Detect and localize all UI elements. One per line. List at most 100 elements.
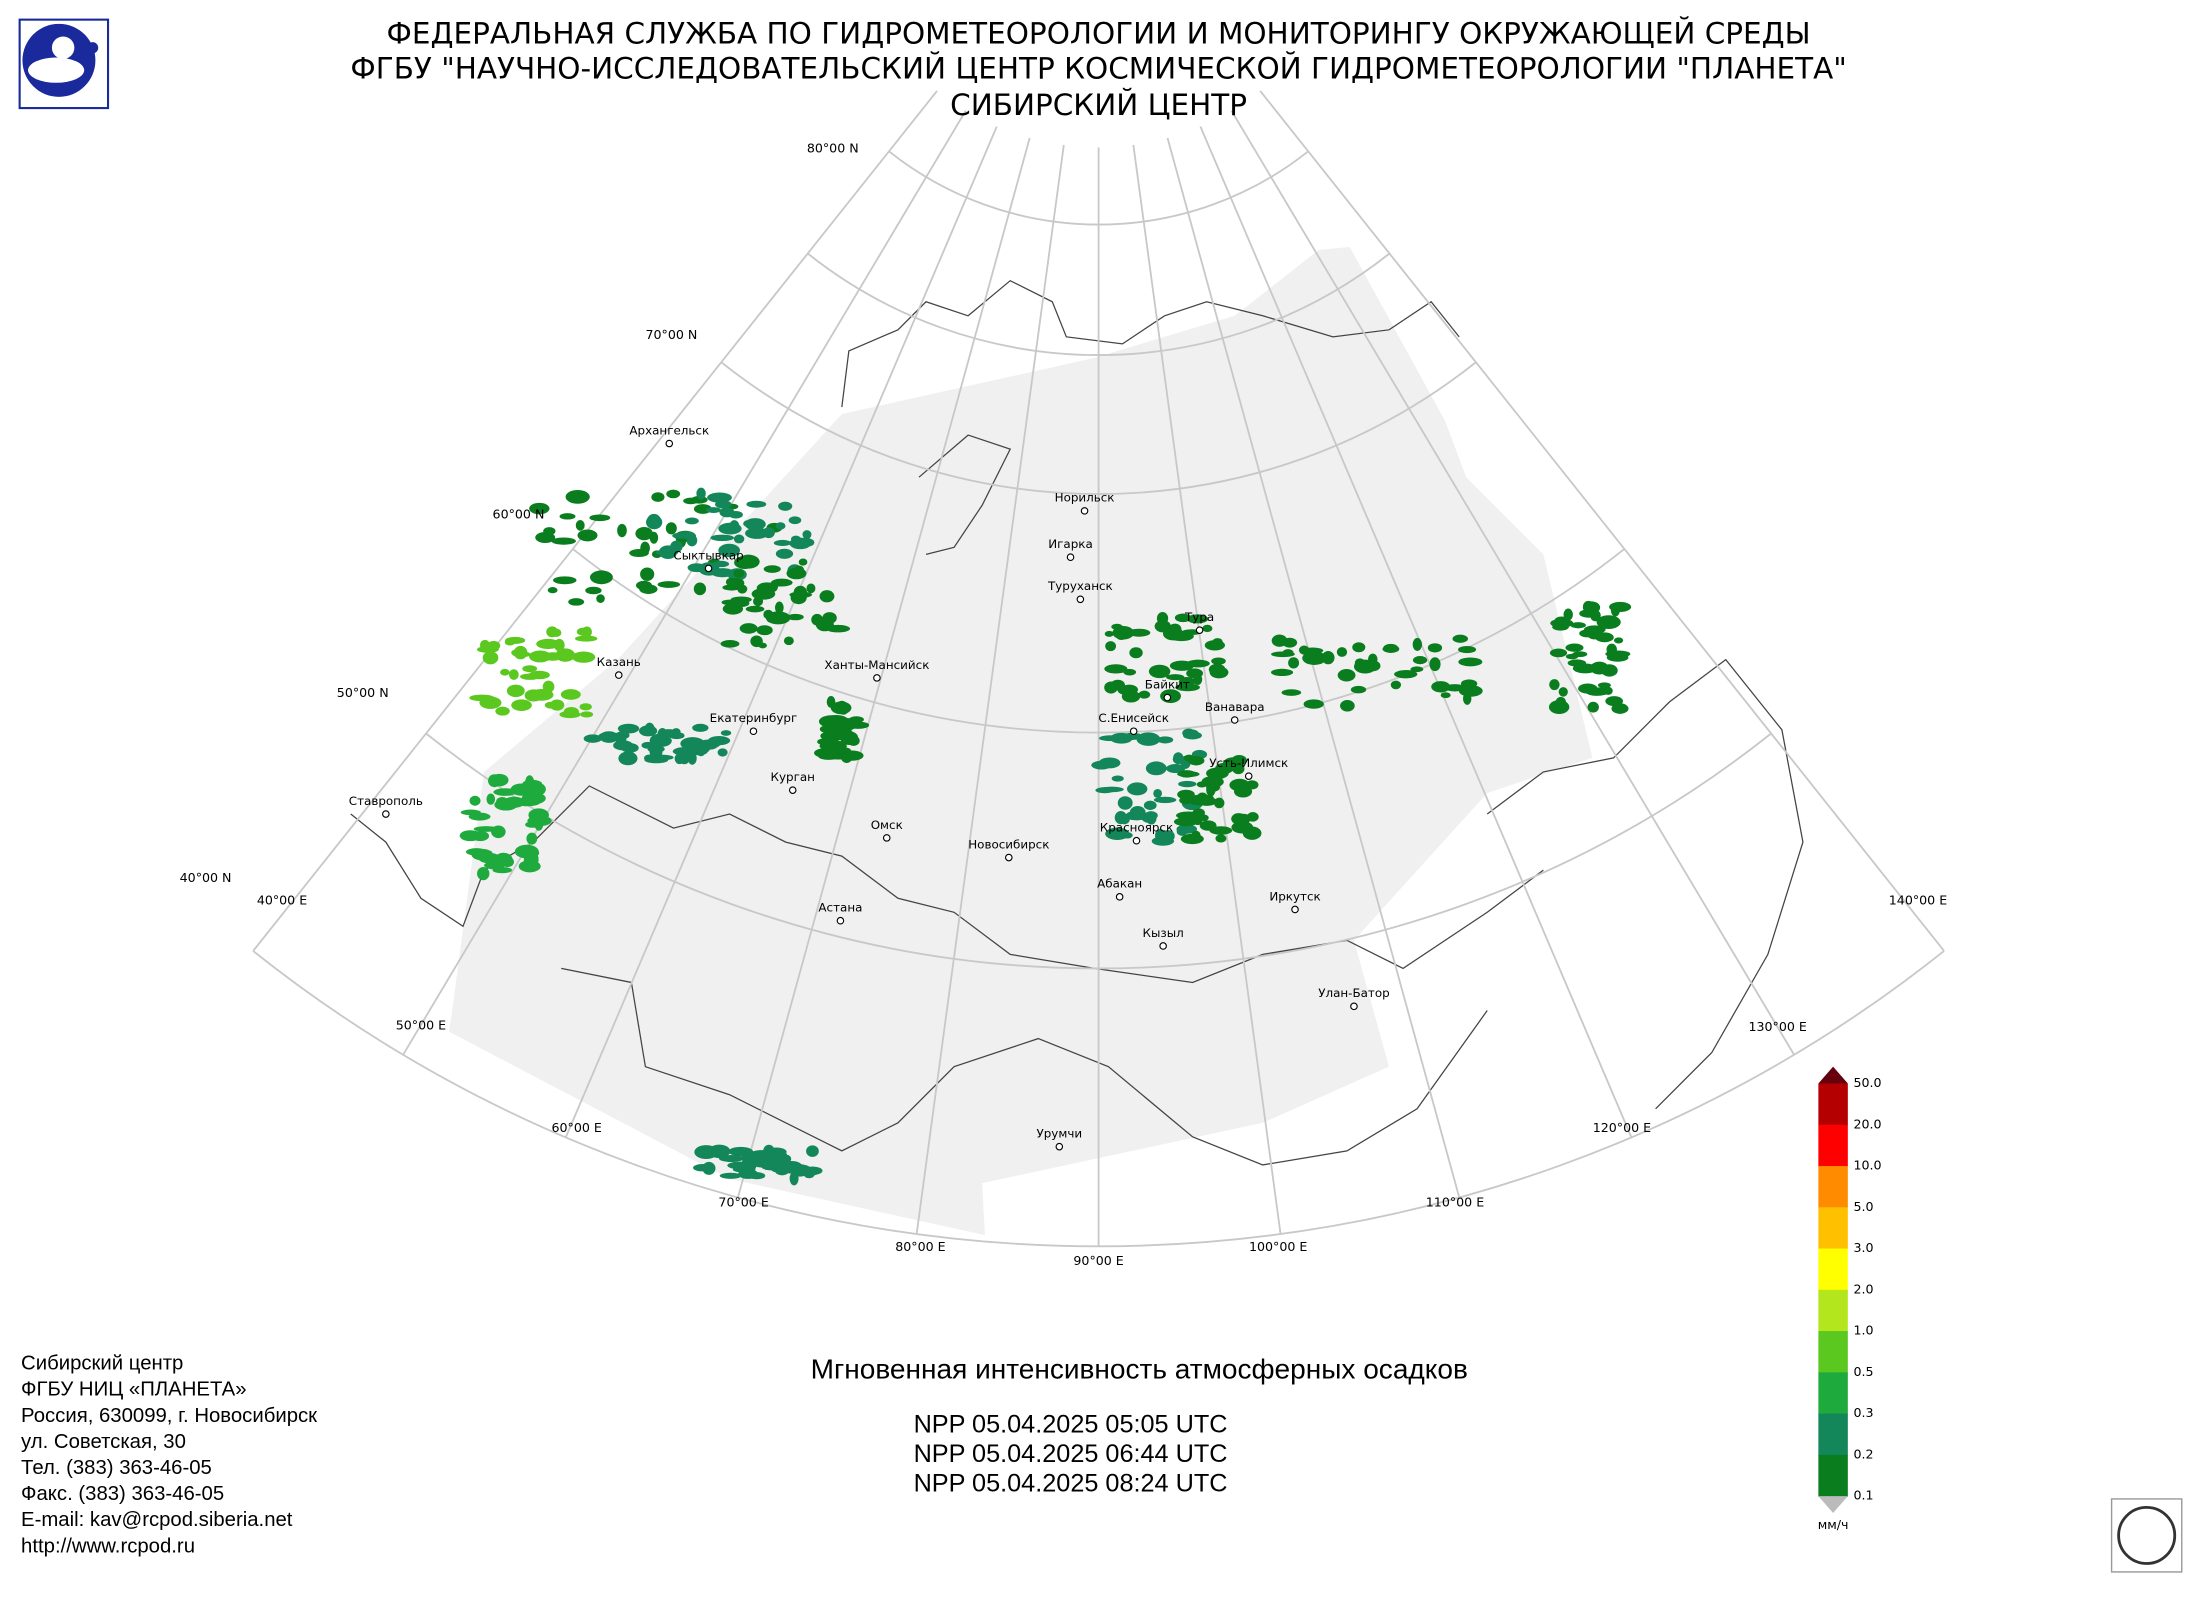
rain-cell xyxy=(1271,651,1295,658)
rain-cell xyxy=(580,711,594,718)
meridian xyxy=(564,126,998,1138)
rain-cell xyxy=(745,605,765,613)
rain-cell xyxy=(1232,763,1245,775)
colorbar-segment xyxy=(1818,1454,1848,1497)
colorbar: 50.0 20.0 10.0 5.0 3.0 2.0 1.0 0.5 0.3 0.2 0.1 мм/ч xyxy=(1818,1066,1882,1532)
rain-cell xyxy=(529,650,552,663)
rain-cell xyxy=(1206,767,1229,780)
rain-cell xyxy=(1202,624,1213,633)
rain-cell xyxy=(1303,699,1324,709)
rain-cell xyxy=(827,729,839,741)
rain-cell xyxy=(770,580,779,591)
rain-cell xyxy=(1298,645,1310,655)
rain-cell xyxy=(570,492,581,499)
rain-cell xyxy=(508,669,519,680)
rain-cell xyxy=(715,500,732,509)
rain-cell xyxy=(1390,680,1402,690)
city-dot xyxy=(836,916,845,925)
rain-cell xyxy=(665,522,677,535)
rain-cell xyxy=(762,527,775,539)
rain-cell xyxy=(1117,796,1133,810)
rain-cell xyxy=(1099,735,1122,742)
rain-cell xyxy=(579,703,592,711)
rain-cell xyxy=(1213,797,1225,809)
rain-cell xyxy=(563,706,579,717)
city-dot xyxy=(1244,772,1253,780)
rain-cell xyxy=(806,583,816,594)
rain-cell xyxy=(1172,754,1183,764)
rain-cell xyxy=(475,834,487,841)
rain-cell xyxy=(553,576,577,585)
rain-cell xyxy=(1209,666,1229,679)
colorbar-segment xyxy=(1818,1289,1848,1332)
city-label: Архангельск xyxy=(629,423,709,437)
city-dot xyxy=(614,671,623,679)
rain-cell xyxy=(718,543,741,558)
graticule-label: 90°00 E xyxy=(1073,1253,1123,1268)
rain-cell xyxy=(1337,669,1356,682)
graticule-label: 60°00 E xyxy=(551,1120,601,1135)
rain-cell xyxy=(484,861,506,870)
rain-cell xyxy=(1169,660,1194,671)
rain-cell xyxy=(728,510,743,519)
rain-cell xyxy=(758,642,767,649)
rain-cell xyxy=(1558,687,1568,697)
rain-cell xyxy=(555,648,576,662)
rain-cell xyxy=(1173,817,1199,827)
contact-line: Сибирский центр xyxy=(21,1353,183,1375)
graticule-label: 50°00 N xyxy=(337,685,389,700)
rain-cell xyxy=(1350,685,1367,694)
rain-cell xyxy=(646,513,662,528)
city-label: Екатеринбург xyxy=(710,711,798,725)
contact-line: Тел. (383) 363-46-05 xyxy=(21,1457,212,1479)
rain-cell xyxy=(720,730,732,736)
rain-cell xyxy=(1452,634,1469,643)
rain-cell xyxy=(1431,681,1451,693)
rain-cell xyxy=(1281,689,1302,696)
rain-cell xyxy=(1587,701,1599,713)
city-dot xyxy=(1055,1142,1064,1151)
rain-cell xyxy=(774,601,784,614)
rain-cell xyxy=(500,668,510,676)
rain-cell xyxy=(1570,622,1586,629)
graticule-label: 110°00 E xyxy=(1426,1194,1484,1209)
rain-cell xyxy=(596,594,605,603)
rain-cell xyxy=(720,639,740,648)
rain-cell xyxy=(1548,700,1570,715)
graticule-label: 100°00 E xyxy=(1249,1239,1307,1254)
rain-cell xyxy=(1151,836,1175,846)
rain-cell xyxy=(476,646,499,653)
city-label: Омск xyxy=(871,818,903,832)
rain-cell xyxy=(745,527,769,539)
rain-cell xyxy=(1136,732,1161,746)
rain-cell xyxy=(1365,660,1381,672)
rain-cell xyxy=(629,549,649,558)
product-title: Мгновенная интенсивность атмосферных оса… xyxy=(811,1354,1468,1385)
colorbar-label: 3.0 xyxy=(1853,1240,1873,1255)
city-dot xyxy=(1005,853,1013,862)
city-label: Новосибирск xyxy=(968,837,1049,851)
rain-cell xyxy=(1117,685,1134,695)
rain-cell xyxy=(1610,604,1620,617)
rain-cell xyxy=(718,522,742,535)
city-label: Тура xyxy=(1184,610,1214,624)
city-label: Красноярск xyxy=(1100,821,1173,835)
rain-cell xyxy=(1231,821,1254,834)
contact-line: E-mail: kav@rcpod.siberia.net xyxy=(21,1509,293,1531)
rain-cell xyxy=(780,1160,803,1174)
rain-cell xyxy=(477,866,490,881)
rain-cell xyxy=(773,539,792,546)
rain-cell xyxy=(543,527,556,536)
rain-cell xyxy=(798,1169,818,1177)
rain-cell xyxy=(1590,661,1609,675)
rain-cell xyxy=(1613,637,1624,644)
rain-cell xyxy=(734,556,756,569)
contact-line: Россия, 630099, г. Новосибирск xyxy=(21,1405,317,1427)
colorbar-label: 2.0 xyxy=(1853,1281,1873,1296)
cities: Архангельск Сыктывкар Казань Ханты-Мансийск… xyxy=(349,423,1390,1151)
rain-cell xyxy=(733,534,745,544)
rain-cell xyxy=(1412,656,1428,665)
rain-cell xyxy=(1104,630,1114,637)
rain-cell xyxy=(559,513,576,520)
